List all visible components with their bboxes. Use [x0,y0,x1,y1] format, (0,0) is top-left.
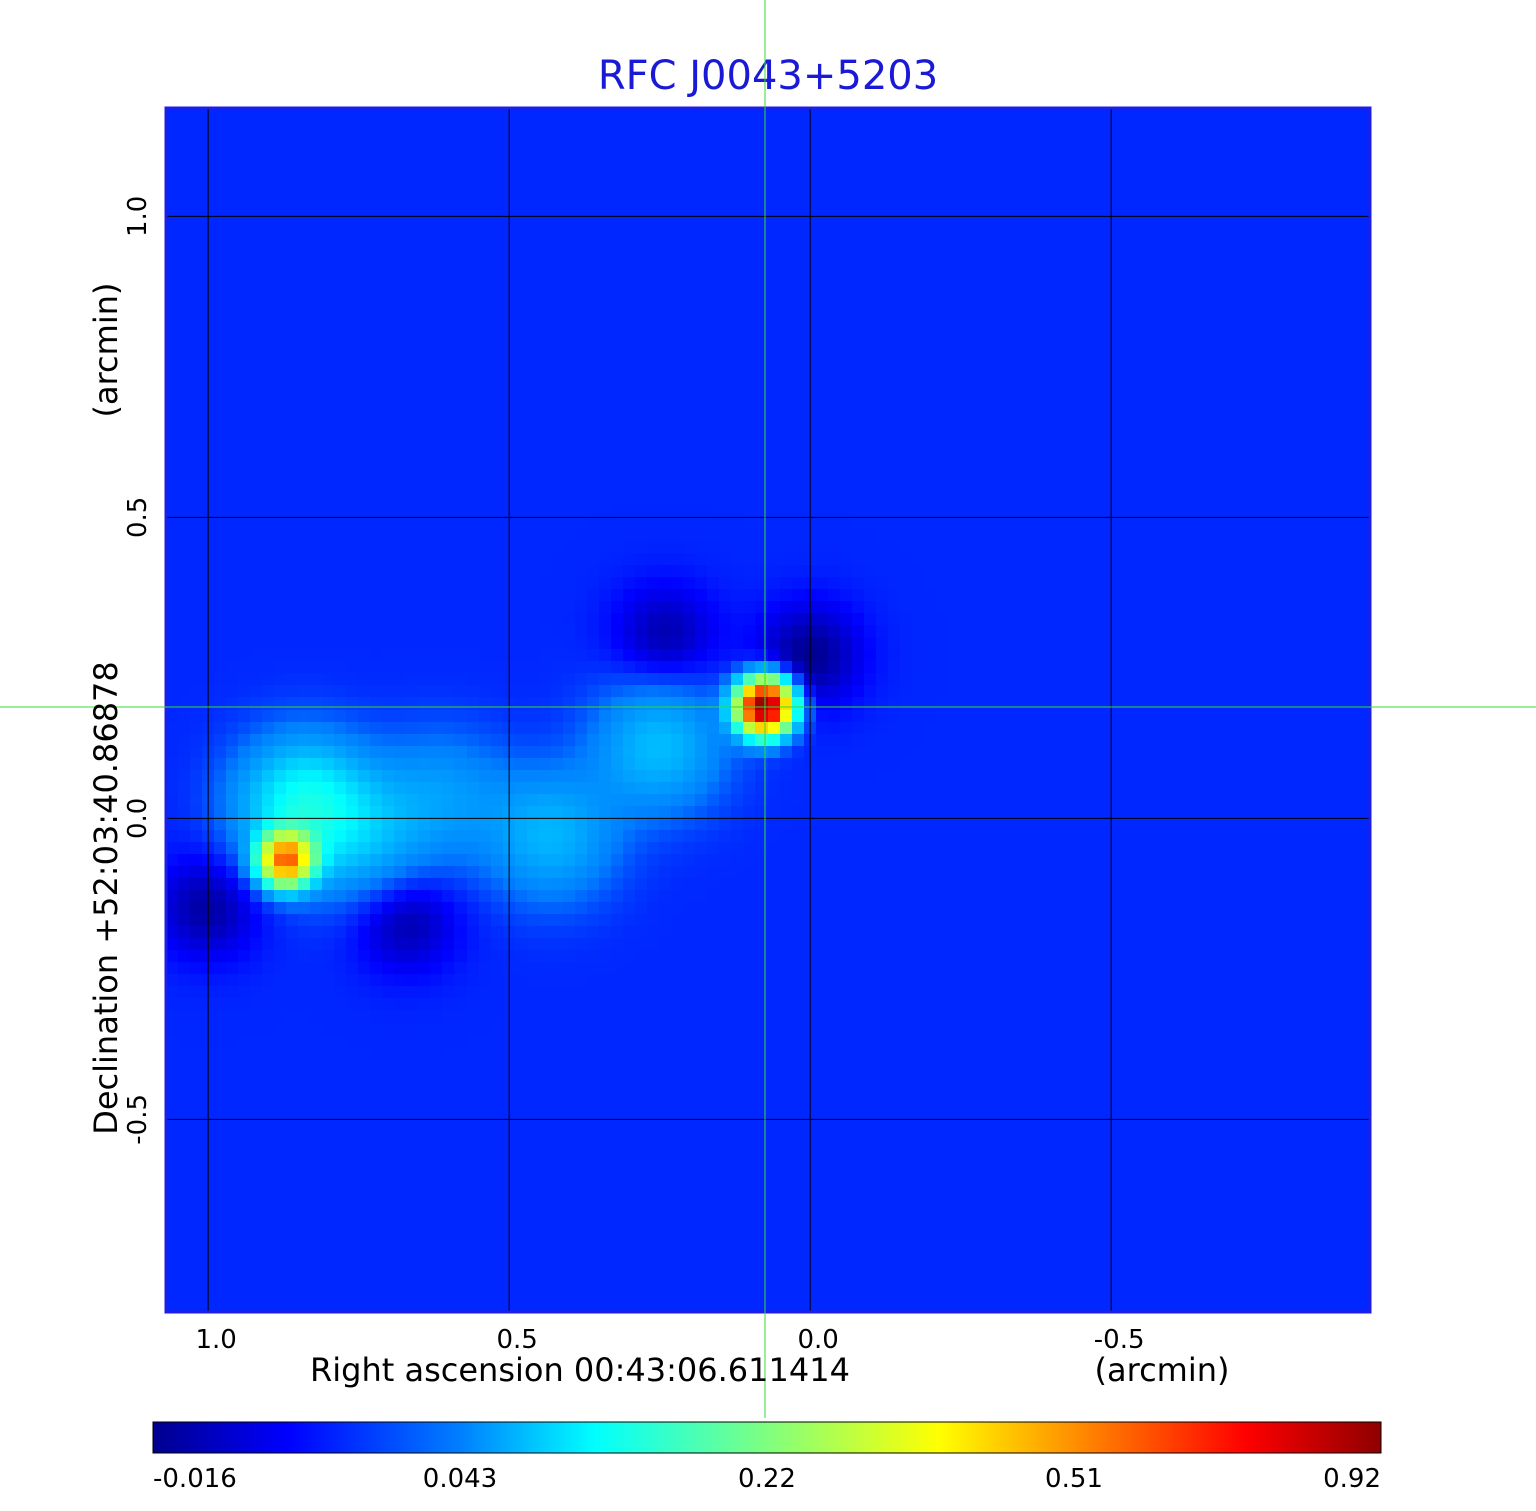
x-axis-unit: (arcmin) [1095,1351,1230,1389]
colorbar-tick-label: 0.51 [1045,1464,1103,1494]
colorbar-tick-label: 0.043 [423,1464,497,1494]
colorbar-tick-label: 0.22 [738,1464,796,1494]
x-tick-label: 0.5 [496,1325,537,1355]
colorbar-tick-labels: -0.016 0.043 0.22 0.51 0.92 [153,1464,1381,1494]
x-tick-label: 1.0 [195,1325,236,1355]
y-tick-label: 1.0 [123,196,153,237]
x-tick-labels: 1.0 0.5 0.0 -0.5 [195,1325,1144,1355]
x-tick-label: -0.5 [1094,1325,1145,1355]
grid-lines [166,108,1370,1312]
colorbar-gradient [152,1421,1382,1454]
y-axis-label: Declination +52:03:40.86878 [87,661,125,1135]
y-tick-label: 0.5 [123,497,153,538]
y-tick-labels: 1.0 0.5 0.0 -0.5 [123,196,153,1145]
colorbar: -0.016 0.043 0.22 0.51 0.92 [152,1421,1382,1494]
y-axis-unit: (arcmin) [87,283,125,418]
y-tick-label: -0.5 [123,1094,153,1145]
colorbar-tick-label: 0.92 [1323,1464,1381,1494]
crosshair [0,0,1536,1418]
plot-frame [164,106,1372,1314]
chart-title: RFC J0043+5203 [598,53,938,99]
colorbar-tick-label: -0.016 [153,1464,237,1494]
x-tick-label: 0.0 [797,1325,838,1355]
x-axis-label: Right ascension 00:43:06.611414 [310,1351,850,1389]
plot-area [164,106,1372,1314]
y-tick-label: 0.0 [123,798,153,839]
